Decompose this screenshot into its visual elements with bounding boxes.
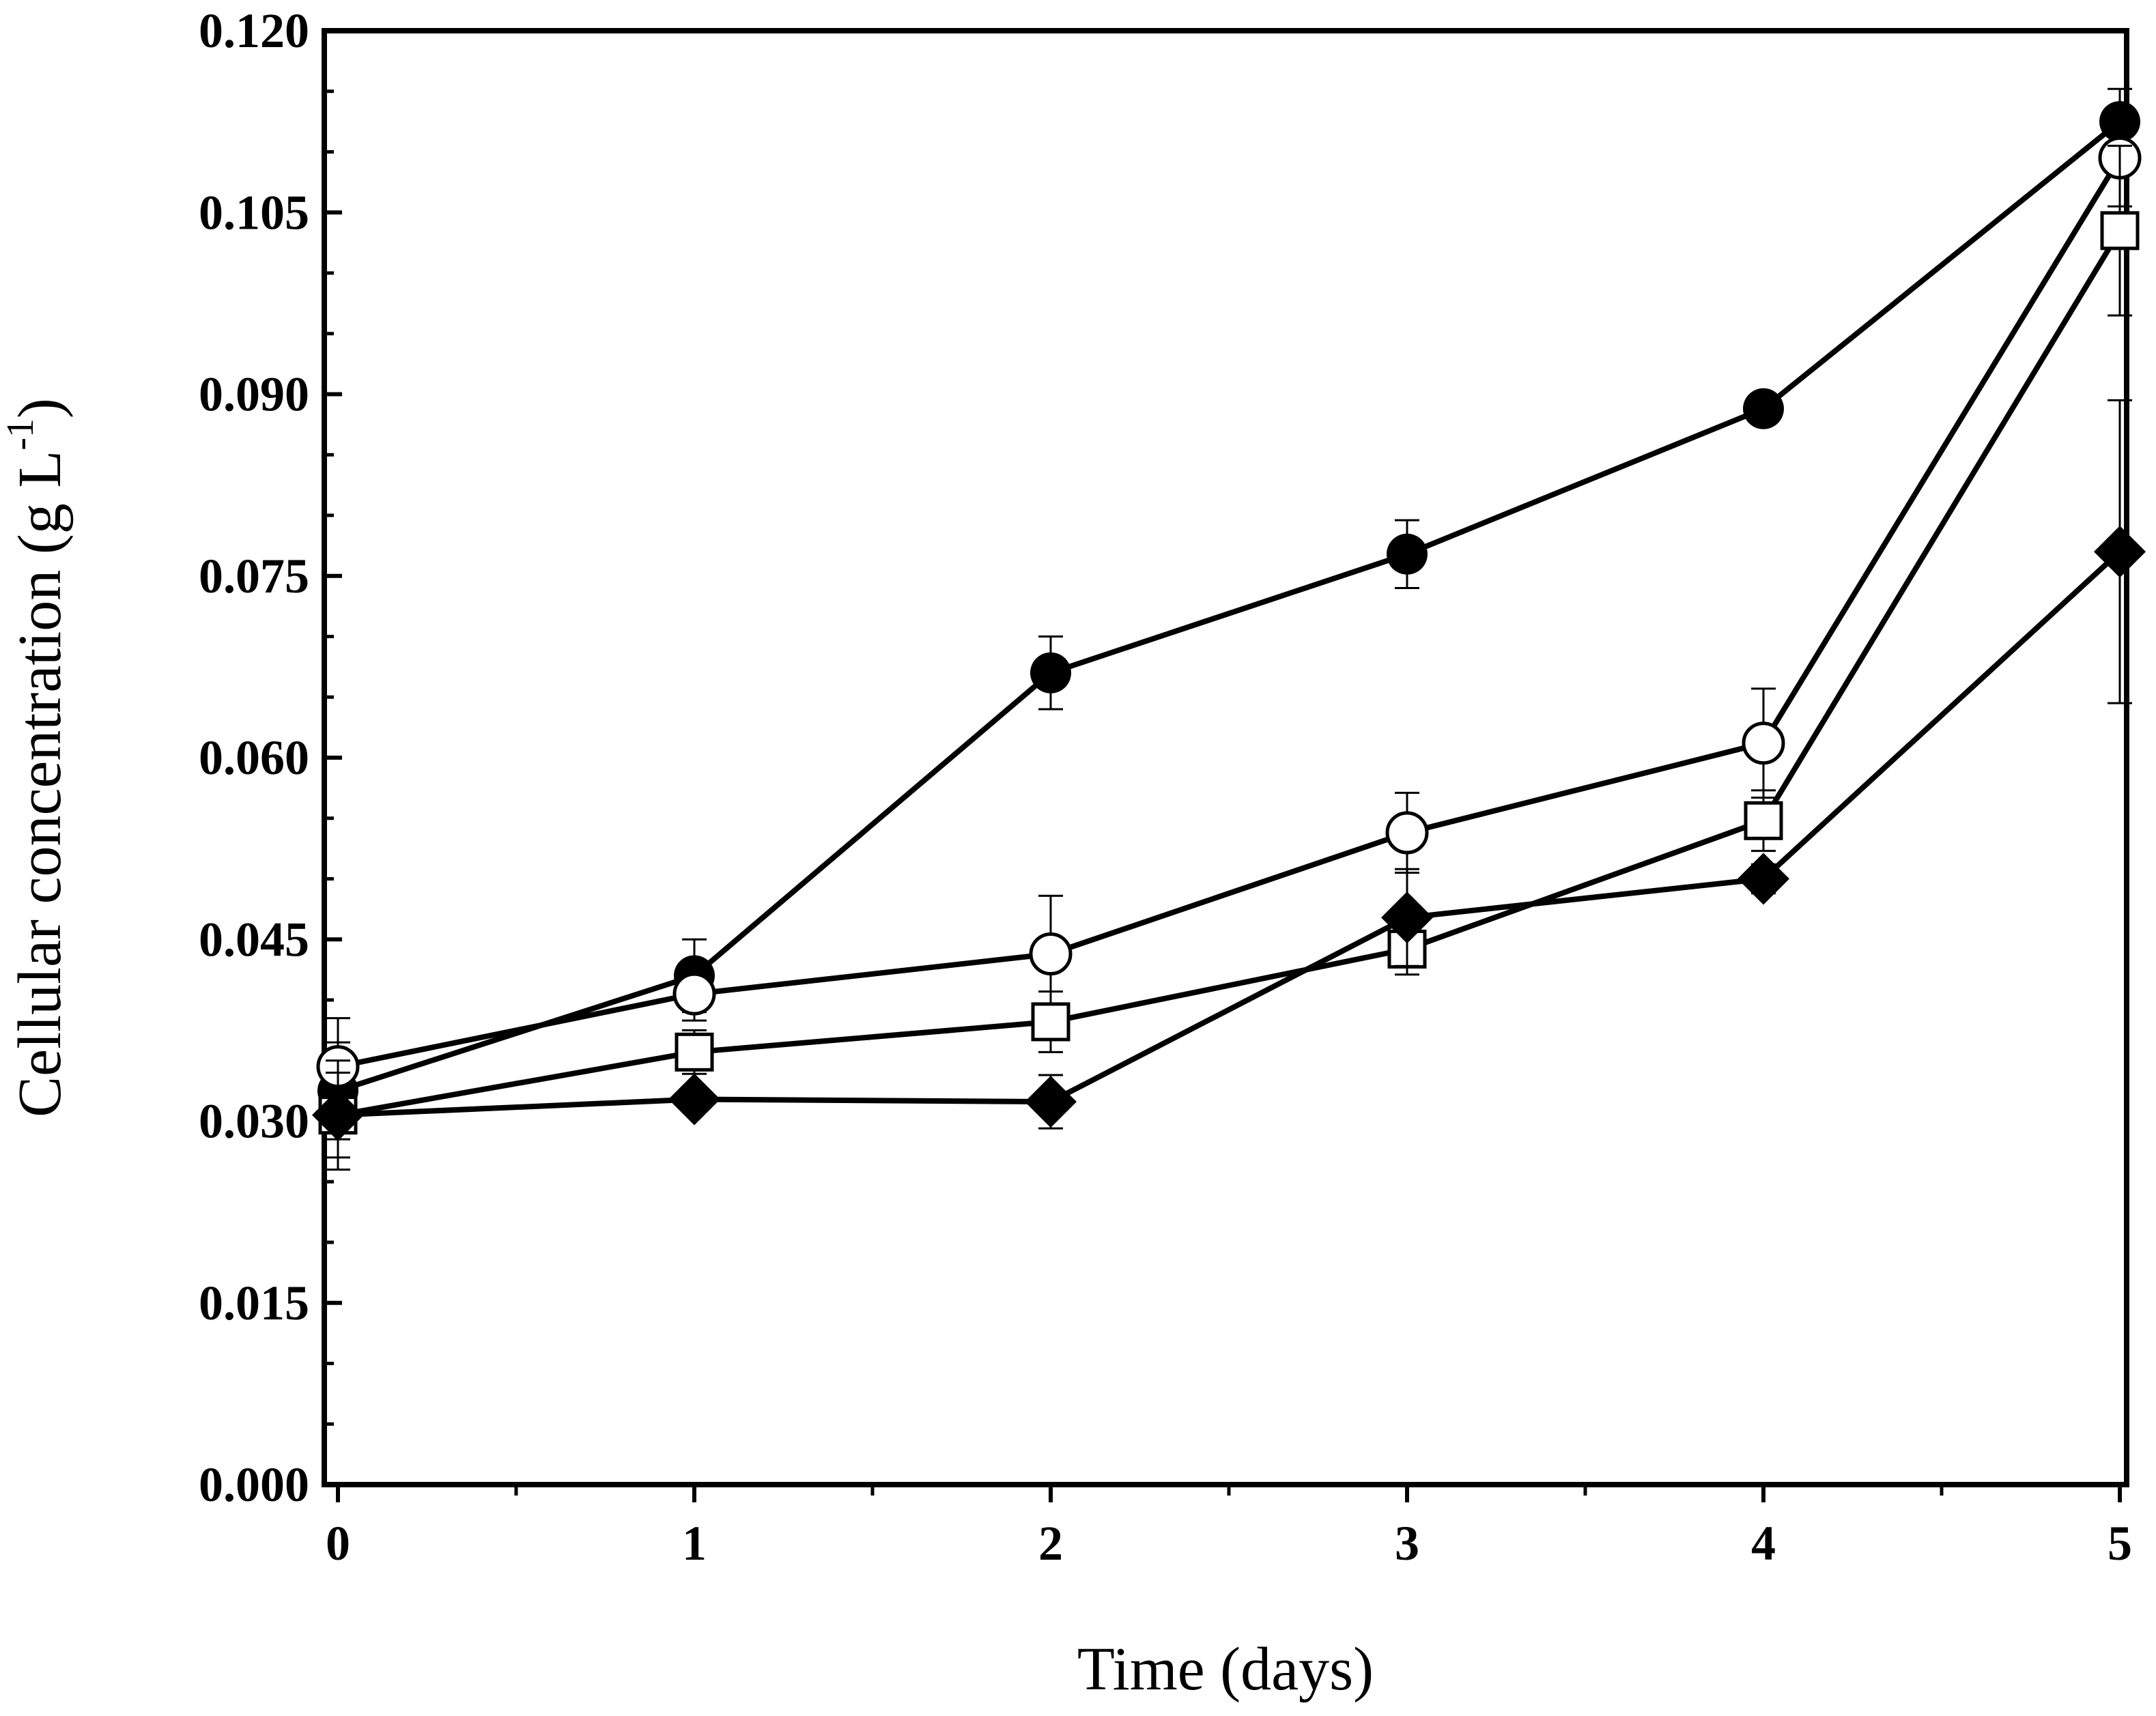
- data-point: [668, 1073, 720, 1126]
- y-tick-label: 0.030: [199, 1094, 309, 1149]
- x-tick-label: 4: [1751, 1516, 1776, 1571]
- data-point: [1031, 1002, 1070, 1042]
- series-line: [337, 549, 2122, 1118]
- series-line: [337, 156, 2123, 1070]
- data-point: [1743, 388, 1784, 429]
- y-axis-title-main: Cellular concentration (g L: [6, 451, 74, 1117]
- data-point: [1381, 891, 1433, 944]
- series-line: [337, 229, 2123, 1118]
- data-point: [1385, 811, 1429, 855]
- y-tick-label: 0.045: [199, 912, 309, 967]
- data-point: [1387, 533, 1428, 575]
- data-point: [1025, 1076, 1077, 1128]
- y-tick-label: 0.060: [199, 730, 309, 785]
- data-point: [1030, 652, 1071, 693]
- y-tick-label: 0.075: [199, 549, 309, 603]
- data-point: [1029, 932, 1073, 976]
- series-line: [337, 119, 2122, 1093]
- y-axis-title-sup: -1: [0, 418, 42, 451]
- y-tick-label: 0.000: [199, 1457, 309, 1512]
- series-filled-diamond: [312, 399, 2146, 1171]
- data-point: [672, 972, 716, 1016]
- x-tick-label: 5: [2108, 1516, 2132, 1571]
- x-tick-label: 0: [326, 1516, 350, 1571]
- y-tick-label: 0.105: [199, 185, 309, 240]
- plot-frame: [322, 28, 2129, 1487]
- series-filled-circle: [317, 87, 2140, 1141]
- data-point: [312, 1089, 364, 1141]
- y-tick-label: 0.120: [199, 3, 309, 58]
- x-tick-label: 1: [682, 1516, 707, 1571]
- x-tick-label: 3: [1395, 1516, 1419, 1571]
- data-point: [2094, 526, 2146, 578]
- y-tick-label: 0.090: [199, 367, 309, 422]
- data-point: [2100, 211, 2140, 251]
- data-point: [1744, 801, 1783, 840]
- x-axis-title: Time (days): [1077, 1635, 1374, 1703]
- y-axis-title: Cellular concentration (g L-1): [0, 398, 74, 1117]
- data-point: [1737, 853, 1789, 905]
- x-tick-label: 2: [1038, 1516, 1063, 1571]
- y-tick-label: 0.015: [199, 1276, 309, 1330]
- data-point: [675, 1032, 714, 1072]
- y-axis-title-close: ): [6, 398, 74, 418]
- data-point: [1742, 721, 1785, 765]
